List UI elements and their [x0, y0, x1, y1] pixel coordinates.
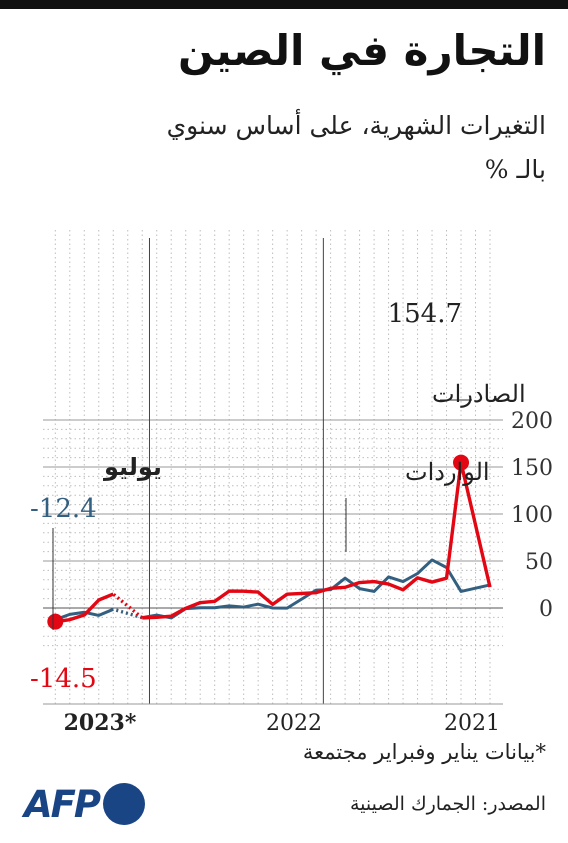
- footnote: *بيانات يناير وفبراير مجتمعة: [302, 740, 546, 764]
- y-tick-label: 50: [525, 550, 553, 575]
- axis-layer: 200 150 100 50 0 2021 2022 *2023: [43, 409, 553, 736]
- y-tick-label: 200: [511, 409, 553, 434]
- exports-line: [55, 592, 114, 624]
- annotation-layer: 154.7 الصادرات الواردات يوليو-12.4 -14.5: [30, 299, 526, 694]
- imports-gap-dashed: [112, 607, 143, 620]
- y-tick-label: 0: [539, 597, 553, 622]
- series-layer: [54, 460, 492, 624]
- line-chart: 200 150 100 50 0 2021 2022 *2023 154.7 الصادرات ا…: [30, 230, 553, 736]
- exports-gap-dashed: [112, 592, 144, 620]
- afp-logo-text: AFP: [24, 782, 101, 826]
- imports-line: [54, 607, 114, 622]
- y-tick-label: 100: [511, 503, 553, 528]
- x-tick-label: 2022: [266, 711, 322, 736]
- afp-logo-dot-icon: [103, 783, 146, 825]
- subtitle-line-2: بالـ %: [484, 155, 546, 184]
- subtitle-line-1: التغيرات الشهرية، على أساس سنوي: [166, 111, 546, 140]
- imports-latest-value: -12.4: [30, 494, 97, 524]
- exports-series-label: الصادرات: [432, 380, 526, 408]
- source-note: المصدر: الجمارك الصينية: [349, 793, 546, 815]
- imports-line: [141, 558, 491, 620]
- afp-logo: AFP: [24, 782, 146, 826]
- chart-subtitle: التغيرات الشهرية، على أساس سنوي بالـ %: [167, 104, 546, 192]
- peak-marker: [453, 454, 470, 471]
- peak-value-label: 154.7: [388, 299, 462, 329]
- x-tick-label: *2023: [64, 710, 137, 736]
- chart-title: التجارة في الصين: [177, 26, 546, 75]
- exports-latest-value: -14.5: [30, 664, 97, 694]
- x-tick-label: 2021: [444, 711, 500, 736]
- imports-series-label: الواردات: [405, 458, 490, 486]
- latest-exports-marker: [47, 613, 64, 630]
- top-bar: [0, 0, 568, 9]
- exports-line: [142, 460, 492, 620]
- y-tick-label: 150: [511, 456, 553, 481]
- july-label: يوليو: [103, 453, 162, 481]
